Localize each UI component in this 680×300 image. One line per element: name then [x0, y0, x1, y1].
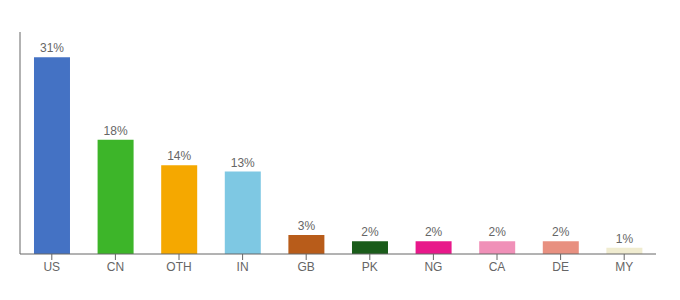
svg-text:IN: IN — [237, 260, 249, 274]
svg-text:1%: 1% — [616, 232, 634, 246]
svg-text:14%: 14% — [167, 149, 191, 163]
svg-text:2%: 2% — [552, 225, 570, 239]
svg-text:CA: CA — [489, 260, 506, 274]
svg-text:OTH: OTH — [166, 260, 191, 274]
svg-text:3%: 3% — [298, 219, 316, 233]
svg-text:DE: DE — [552, 260, 569, 274]
svg-text:2%: 2% — [489, 225, 507, 239]
svg-text:PK: PK — [362, 260, 378, 274]
svg-text:MY: MY — [615, 260, 633, 274]
svg-text:2%: 2% — [361, 225, 379, 239]
svg-text:2%: 2% — [425, 225, 443, 239]
svg-text:18%: 18% — [104, 124, 128, 138]
svg-text:US: US — [43, 260, 60, 274]
svg-text:NG: NG — [424, 260, 442, 274]
svg-text:CN: CN — [107, 260, 124, 274]
svg-text:GB: GB — [298, 260, 315, 274]
svg-text:13%: 13% — [231, 156, 255, 170]
svg-text:31%: 31% — [40, 41, 64, 55]
